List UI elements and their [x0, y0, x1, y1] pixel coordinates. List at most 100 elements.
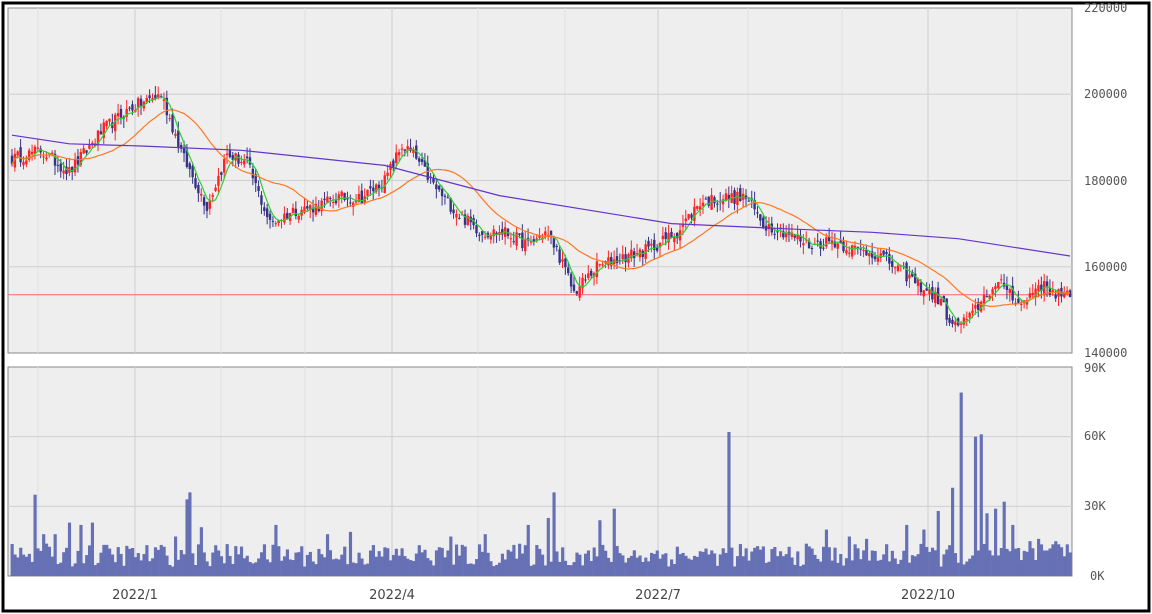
- volume-bar: [675, 546, 679, 576]
- candle-body: [965, 319, 968, 321]
- candle-body: [171, 114, 174, 133]
- volume-bar: [1034, 559, 1038, 576]
- volume-bar: [942, 554, 946, 576]
- volume-bar: [277, 546, 281, 576]
- candle-body: [512, 241, 515, 243]
- volume-bar: [420, 552, 424, 576]
- volume-bar: [151, 558, 155, 576]
- volume-bar: [661, 554, 665, 576]
- volume-bar: [796, 551, 800, 576]
- candle-body: [343, 192, 346, 200]
- volume-bar: [632, 550, 636, 576]
- candle-body: [793, 234, 796, 238]
- candle-body: [687, 214, 690, 219]
- volume-bar: [744, 548, 748, 576]
- x-axis: 2022/1 2022/4 2022/7 2022/10: [112, 588, 955, 603]
- volume-bar: [357, 552, 361, 576]
- candle-body: [254, 174, 257, 184]
- volume-bar: [922, 529, 926, 576]
- volume-bar: [546, 517, 550, 576]
- volume-bar: [337, 559, 341, 576]
- volume-bar: [346, 564, 350, 576]
- price-tick-label: 200000: [1084, 87, 1127, 101]
- candle-body: [1014, 302, 1017, 304]
- candle-body: [157, 94, 160, 98]
- candle-body: [830, 240, 834, 245]
- candle-body: [351, 202, 355, 207]
- volume-bar: [549, 561, 553, 576]
- volume-bar: [609, 561, 613, 576]
- candle-body: [601, 264, 604, 266]
- candle-body: [472, 218, 475, 226]
- volume-bar: [598, 520, 602, 576]
- volume-bar: [1054, 541, 1058, 576]
- volume-bar: [535, 545, 539, 576]
- candle-body: [392, 160, 395, 167]
- volume-bar: [90, 522, 95, 576]
- candle-body: [873, 256, 877, 260]
- volume-bar: [234, 546, 238, 576]
- volume-bar: [469, 563, 473, 576]
- candle-body: [916, 278, 920, 286]
- volume-bar: [707, 554, 711, 576]
- candle-body: [320, 200, 323, 212]
- candle-body: [151, 98, 154, 100]
- volume-bar: [417, 545, 421, 576]
- volume-bars: [10, 392, 1072, 576]
- volume-bar: [113, 562, 117, 576]
- volume-bar: [497, 562, 502, 576]
- candle-body: [400, 148, 404, 150]
- volume-bar: [629, 555, 634, 576]
- candle-body: [569, 273, 573, 287]
- volume-bar: [816, 558, 820, 576]
- volume-bar: [994, 508, 998, 576]
- volume-bar: [282, 556, 287, 576]
- volume-bar: [925, 546, 929, 576]
- volume-bar: [271, 544, 275, 576]
- volume-bar: [890, 550, 894, 576]
- volume-bar: [377, 551, 381, 576]
- volume-bar: [389, 560, 393, 576]
- candle-body: [578, 285, 581, 298]
- volume-bar: [411, 561, 416, 576]
- candle-body: [257, 186, 260, 191]
- volume-bar: [781, 556, 786, 576]
- volume-bar: [839, 554, 843, 576]
- candle-body: [1048, 288, 1052, 295]
- volume-bar: [1028, 541, 1032, 576]
- volume-bar: [578, 554, 582, 576]
- candle-body: [736, 191, 739, 205]
- volume-bar: [245, 555, 249, 576]
- moving-average-line: [11, 134, 1071, 257]
- volume-bar: [483, 534, 487, 576]
- volume-bar: [793, 564, 797, 576]
- volume-bar: [99, 552, 103, 576]
- volume-bar: [185, 499, 189, 576]
- volume-bar: [893, 558, 897, 576]
- volume-bar: [784, 554, 788, 576]
- volume-bar: [173, 536, 178, 576]
- volume-bar: [228, 555, 232, 576]
- volume-bar: [885, 544, 889, 576]
- candle-body: [423, 159, 427, 167]
- candle-body: [535, 238, 538, 242]
- volume-bar: [440, 547, 444, 576]
- candle-body: [584, 279, 587, 281]
- candle-body: [62, 170, 65, 174]
- volume-bar: [168, 564, 172, 576]
- volume-bar: [606, 557, 611, 576]
- volume-bar: [996, 555, 1001, 576]
- candle-body: [102, 122, 105, 138]
- candle-body: [383, 175, 386, 194]
- candle-body: [16, 151, 19, 156]
- volume-bar: [139, 560, 143, 576]
- volume-bar: [830, 560, 834, 576]
- candle-body: [340, 191, 343, 197]
- candle-body: [452, 209, 455, 214]
- volume-bar: [1045, 550, 1049, 576]
- volume-bar: [165, 555, 169, 576]
- candle-body: [999, 279, 1003, 281]
- candle-body: [670, 231, 673, 239]
- candle-body: [759, 214, 762, 221]
- candle-body: [128, 107, 131, 109]
